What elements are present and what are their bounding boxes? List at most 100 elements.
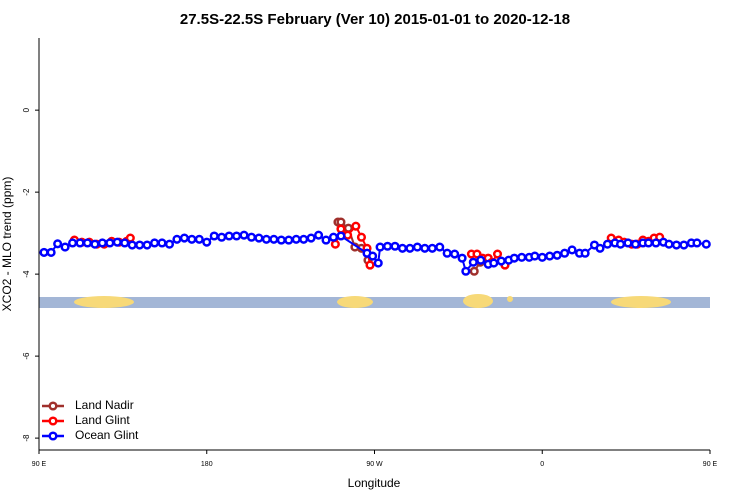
data-point [492,249,503,259]
data-point [82,238,93,248]
legend-label: Land Glint [75,413,130,427]
data-point [623,238,633,248]
y-tick-label: -8 [22,434,31,442]
data-point [97,238,107,248]
data-point [336,224,346,234]
data-point [615,239,626,249]
data-point [328,232,339,242]
data-point [299,234,309,244]
data-point [412,242,422,252]
data-point [276,235,286,245]
data-point [545,251,555,261]
data-point [537,252,547,262]
data-point [390,241,400,251]
x-tick-label: 90 W [366,461,383,468]
x-tick-label: 90 E [32,461,47,468]
data-point [120,238,130,248]
y-tick-label: -4 [22,270,31,278]
data-point [39,247,49,257]
data-point [530,251,540,261]
y-tick-label: -6 [22,352,31,360]
data-point [269,234,279,244]
data-point [127,240,137,250]
data-point [330,239,340,249]
data-point [664,239,674,249]
data-point [135,240,145,250]
data-point [405,243,415,253]
legend-marker [48,431,58,441]
data-point [679,240,689,250]
data-point [671,240,682,250]
data-point [450,249,460,259]
data-point [375,242,385,252]
x-tick-label: 90 E [703,461,718,468]
data-point [567,245,577,255]
data-point [602,239,613,249]
data-point [142,240,152,250]
legend-label: Land Nadir [75,398,134,412]
data-point [468,257,478,267]
data-point [420,243,430,253]
data-point [435,242,445,252]
data-point [580,248,590,258]
data-point [595,243,605,253]
data-point [306,233,316,243]
data-point [336,217,346,227]
data-point [202,237,212,247]
x-axis-label: Longitude [348,476,401,490]
data-point [90,239,100,249]
data-point [217,232,227,242]
map-strip [39,294,710,308]
data-point [509,253,519,263]
legend-marker [48,401,58,411]
data-point [461,266,471,276]
data-point [368,251,378,261]
data-point [351,221,361,231]
data-point [489,258,499,268]
data-point [517,252,527,262]
data-point [46,247,56,257]
data-point [179,233,189,243]
legend-label: Ocean Glint [75,428,139,442]
data-point [472,249,482,259]
data-point [651,238,661,248]
y-axis-label: XCO2 - MLO trend (ppm) [0,177,14,312]
data-point [53,239,63,249]
data-point [692,238,702,248]
legend-marker [48,416,58,426]
data-point [457,253,467,263]
data-point [224,231,234,241]
data-point [476,255,486,265]
data-point [150,238,160,248]
x-tick-label: 0 [540,461,544,468]
data-point [701,239,711,249]
data-point [209,231,219,241]
data-point [630,239,640,249]
chart-title: 27.5S-22.5S February (Ver 10) 2015-01-01… [180,11,570,28]
data-point [552,250,562,260]
data-point [232,231,242,241]
data-point [187,234,197,244]
data-point [365,260,375,270]
data-point [172,234,182,244]
data-point [291,234,301,244]
data-point [239,230,249,240]
data-point [382,241,393,251]
data-point [60,242,70,252]
data-point [112,237,122,247]
data-point [105,238,115,248]
data-point [397,243,408,253]
data-point [254,233,264,243]
data-point [75,238,85,248]
data-point [427,243,437,253]
data-point [442,248,452,258]
data-point [164,239,175,249]
data-point [336,231,346,241]
y-tick-label: 0 [22,107,31,112]
data-point [496,256,506,266]
data-point [284,235,294,245]
data-point [194,234,204,244]
data-point [643,238,654,248]
data-point [373,258,383,268]
